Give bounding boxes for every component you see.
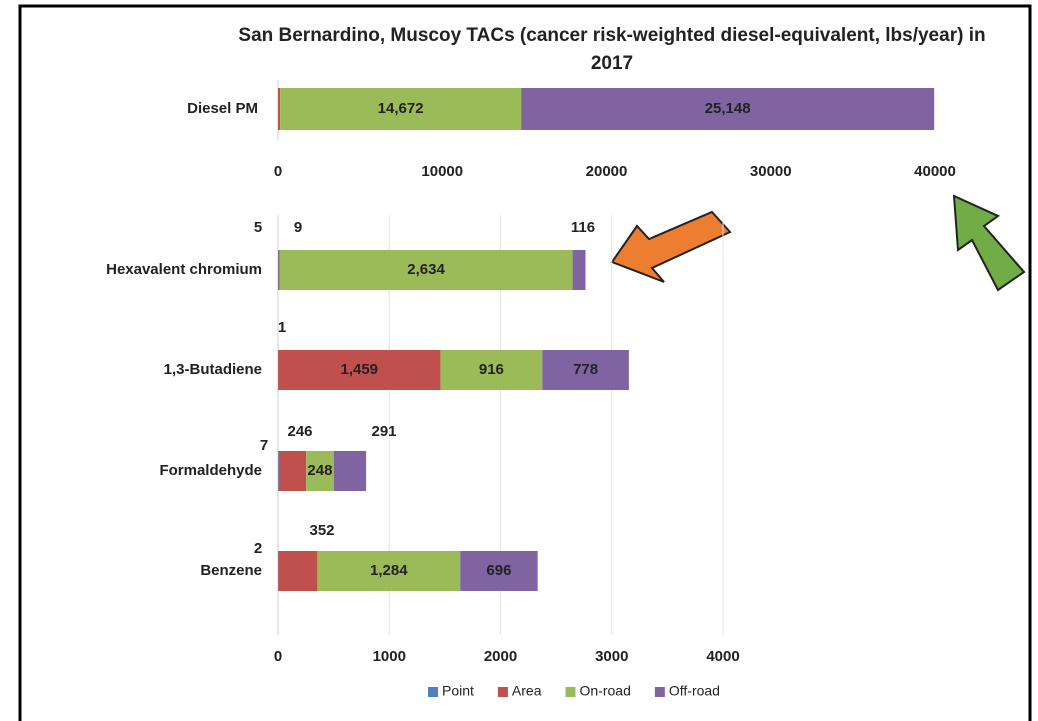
data-label: 2 <box>254 540 262 557</box>
data-label: 246 <box>287 423 312 440</box>
data-label: 696 <box>486 562 511 579</box>
legend-swatch <box>565 687 576 697</box>
data-label: 25,148 <box>705 100 751 117</box>
x-tick-label: 3000 <box>595 648 628 665</box>
orange-arrow <box>610 210 732 283</box>
data-label: 1 <box>278 319 286 336</box>
data-label: 248 <box>307 462 332 479</box>
legend-label: Off-road <box>669 683 720 699</box>
legend-label: Point <box>442 683 474 699</box>
x-tick-label: 1000 <box>373 648 406 665</box>
chart-title: San Bernardino, Muscoy TACs (cancer risk… <box>238 25 986 74</box>
x-tick-label: 20000 <box>586 163 628 180</box>
legend-swatch <box>497 687 508 697</box>
category-label: Diesel PM <box>187 100 258 117</box>
x-tick-label: 0 <box>274 163 282 180</box>
bar-segment <box>278 451 279 491</box>
bar-segment <box>280 88 522 130</box>
legend-label: On-road <box>580 683 631 699</box>
legend-swatch <box>654 687 665 697</box>
x-tick-label: 4000 <box>706 648 739 665</box>
bar-segment <box>572 250 586 290</box>
x-tick-label: 10000 <box>421 163 463 180</box>
category-label: Benzene <box>200 562 262 579</box>
legend-swatch <box>428 687 438 697</box>
data-label: 916 <box>479 361 504 378</box>
data-label: 291 <box>371 423 396 440</box>
data-label: 5 <box>254 219 262 236</box>
bar-segment <box>278 551 318 591</box>
x-tick-label: 2000 <box>484 648 517 665</box>
data-label: 1,459 <box>340 361 378 378</box>
green-arrow <box>952 194 1026 292</box>
bar-segment <box>279 250 573 290</box>
data-label: 116 <box>571 219 595 236</box>
x-tick-label: 30000 <box>750 163 792 180</box>
category-label: 1,3-Butadiene <box>164 361 262 378</box>
bar-segment <box>440 350 543 390</box>
data-label: 7 <box>260 437 268 454</box>
bar-segment <box>521 88 935 130</box>
frame <box>18 4 1032 721</box>
x-tick-label: 40000 <box>914 163 956 180</box>
legend-label: Area <box>512 683 542 699</box>
data-label: 352 <box>309 522 334 539</box>
bar-segment <box>278 250 280 290</box>
data-label: 778 <box>573 361 598 378</box>
x-tick-label: 0 <box>274 648 282 665</box>
bar-segment <box>278 250 279 290</box>
bar-segment <box>278 350 441 390</box>
data-label: 2,634 <box>407 261 445 278</box>
bar-segment <box>460 551 538 591</box>
bar-segment <box>278 88 281 130</box>
category-label: Formaldehyde <box>159 462 262 479</box>
bar-segment <box>317 551 461 591</box>
bar-segment <box>333 451 367 491</box>
bar-segment <box>542 350 629 390</box>
category-label: Hexavalent chromium <box>106 261 262 278</box>
bar-segment <box>278 451 307 491</box>
data-label: 1,284 <box>370 562 408 579</box>
data-label: 9 <box>294 219 302 236</box>
bar-segment <box>306 451 334 491</box>
data-label: 14,672 <box>378 100 424 117</box>
